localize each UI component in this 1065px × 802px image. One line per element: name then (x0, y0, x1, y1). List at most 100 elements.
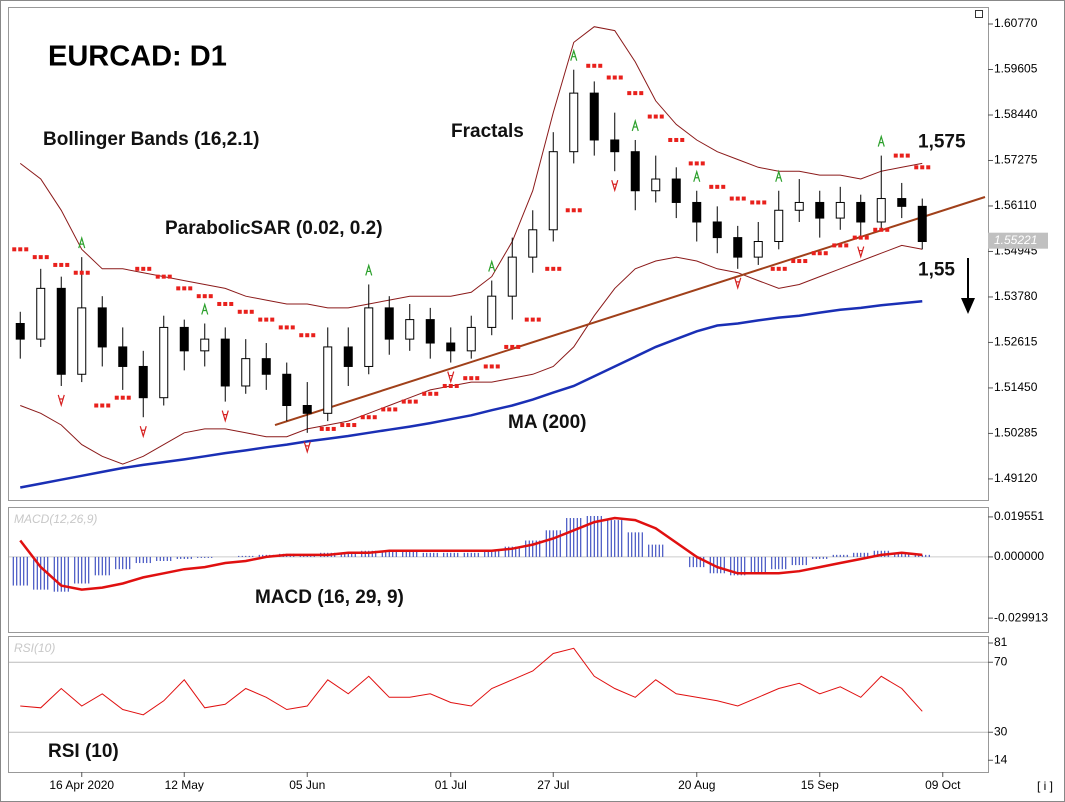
sar-dot (577, 208, 582, 213)
candle-body (630, 151, 640, 192)
sar-dot (612, 75, 617, 80)
sar-dot (278, 325, 283, 330)
y-tick-label: 1.52615 (994, 335, 1038, 349)
x-tick-label: 16 Apr 2020 (49, 778, 114, 792)
sar-dot (155, 274, 160, 279)
candle-body (77, 307, 87, 375)
sar-dot (18, 247, 23, 252)
fractal-down (857, 246, 865, 259)
sar-dot (741, 196, 746, 201)
sar-dot (401, 399, 406, 404)
candle-body (610, 139, 620, 153)
candle-body (364, 307, 374, 367)
sar-dot (299, 333, 304, 338)
y-tick-label: 1.56110 (994, 198, 1037, 212)
sar-dot (756, 200, 761, 205)
sar-dot (530, 317, 535, 322)
sar-dot (536, 317, 541, 322)
sar-dot (504, 344, 509, 349)
sar-dot (858, 235, 863, 240)
sar-dot (852, 235, 857, 240)
candle-body (569, 92, 579, 153)
sar-dot (38, 255, 43, 260)
sar-dot (311, 333, 316, 338)
sar-dot (750, 200, 755, 205)
bollinger-lower (20, 244, 923, 465)
sar-dot (592, 63, 597, 68)
fractal-down (221, 410, 229, 423)
sar-dot (557, 266, 562, 271)
corner-label[interactable]: [ i ] (1037, 779, 1053, 793)
rsi-line (20, 647, 923, 716)
candle-body (302, 405, 312, 414)
sar-dot (571, 208, 576, 213)
sar-dot (442, 383, 447, 388)
candle-body (671, 178, 681, 203)
sar-dot (838, 243, 843, 248)
fractal-down (734, 277, 742, 290)
sar-dot (161, 274, 166, 279)
candle-body (856, 201, 866, 223)
window-button[interactable] (975, 10, 983, 18)
sar-dot (120, 395, 125, 400)
candle-body (876, 198, 886, 223)
candle-body (282, 373, 292, 407)
sar-dot (106, 403, 111, 408)
down-arrow (961, 258, 975, 314)
y-tick-label: 0.019551 (994, 509, 1044, 523)
candle-body (733, 237, 743, 258)
sar-dot (270, 317, 275, 322)
sar-dot (407, 399, 412, 404)
fractal-up (488, 259, 496, 272)
fractal-up (570, 48, 578, 61)
sar-dot (475, 376, 480, 381)
sar-dot (586, 63, 591, 68)
sar-dot (196, 294, 201, 299)
candle-body (712, 221, 722, 239)
fractal-up (775, 169, 783, 182)
sar-dot (879, 227, 884, 232)
candle-body (200, 338, 210, 352)
sar-dot (688, 161, 693, 166)
panel-label: RSI(10) (14, 641, 55, 655)
sar-dot (422, 391, 427, 396)
candle-body (97, 307, 107, 348)
sar-dot (32, 255, 37, 260)
sar-dot (454, 383, 459, 388)
sar-dot (524, 317, 529, 322)
sar-dot (208, 294, 213, 299)
sar-dot (873, 227, 878, 232)
x-tick-label: 05 Jun (289, 778, 325, 792)
sar-dot (864, 235, 869, 240)
sar-dot (797, 259, 802, 264)
sar-dot (85, 270, 90, 275)
sar-dot (469, 376, 474, 381)
candle-body (261, 358, 271, 375)
sar-dot (258, 317, 263, 322)
sar-dot (483, 364, 488, 369)
candle-body (487, 295, 497, 328)
sar-dot (94, 403, 99, 408)
candle-body (118, 346, 128, 367)
sar-dot (885, 227, 890, 232)
sar-dot (791, 259, 796, 264)
sar-dot (899, 153, 904, 158)
sar-label: ParabolicSAR (0.02, 0.2) (165, 218, 383, 239)
sar-dot (618, 75, 623, 80)
sar-dot (167, 274, 172, 279)
sar-dot (709, 184, 714, 189)
sar-dot (100, 403, 105, 408)
candle-body (36, 287, 46, 340)
x-tick-label: 15 Sep (801, 778, 839, 792)
sar-dot (428, 391, 433, 396)
candle-body (651, 178, 661, 192)
sar-dot (114, 395, 119, 400)
sar-dot (65, 262, 70, 267)
candle-body (220, 338, 230, 387)
candle-body (56, 287, 66, 375)
sar-dot (926, 165, 931, 170)
y-tick-label: 0.000000 (994, 549, 1044, 563)
sar-dot (413, 399, 418, 404)
level-label: 1,55 (918, 259, 955, 280)
